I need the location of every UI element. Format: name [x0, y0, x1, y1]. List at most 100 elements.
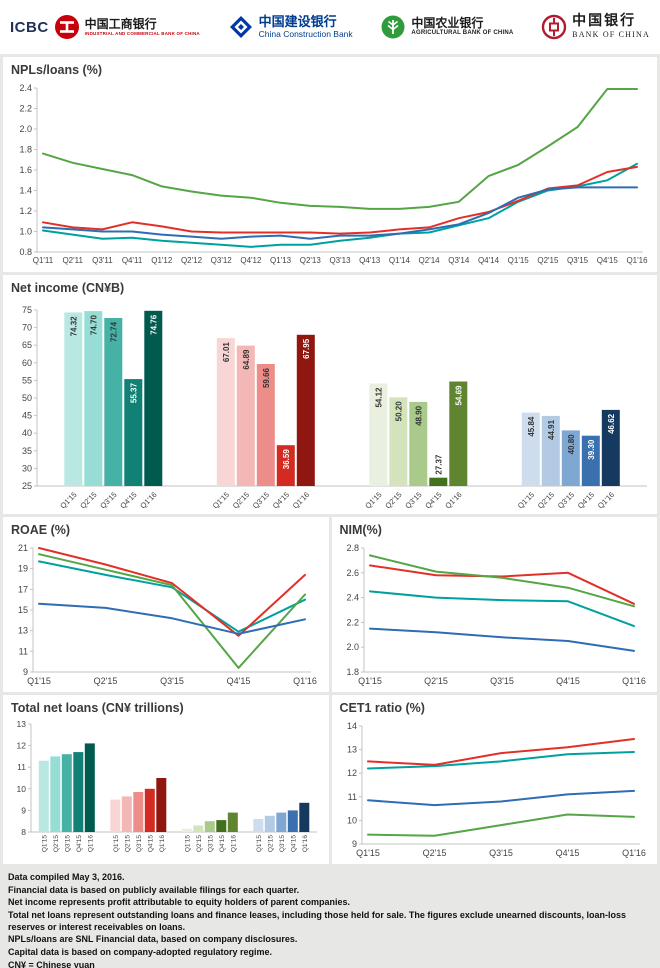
- svg-text:2.2: 2.2: [19, 104, 32, 114]
- svg-text:50.20: 50.20: [394, 401, 403, 422]
- svg-text:Q1'16: Q1'16: [291, 490, 311, 510]
- bank-logo-header: ICBC 中国工商银行 INDUSTRIAL AND COMMERCIAL BA…: [0, 0, 660, 54]
- svg-text:Q1'15: Q1'15: [356, 848, 380, 858]
- icbc-wordmark: ICBC: [10, 18, 49, 36]
- svg-text:Q4'15: Q4'15: [576, 490, 596, 510]
- svg-text:Q1'16: Q1'16: [443, 490, 463, 510]
- svg-text:Q1'16: Q1'16: [159, 835, 166, 853]
- svg-text:14: 14: [346, 721, 356, 731]
- boc-chinese-name: 中国银行: [572, 14, 637, 30]
- svg-text:39.30: 39.30: [587, 439, 596, 460]
- svg-text:Q1'14: Q1'14: [389, 256, 411, 265]
- svg-text:10: 10: [17, 784, 27, 794]
- svg-text:44.91: 44.91: [547, 419, 556, 440]
- svg-text:50: 50: [22, 393, 32, 403]
- svg-text:35: 35: [22, 446, 32, 456]
- svg-text:Q4'11: Q4'11: [122, 256, 143, 265]
- svg-text:Q3'15: Q3'15: [64, 835, 71, 853]
- svg-text:Q3'15: Q3'15: [160, 676, 184, 686]
- abc-logo-icon: [381, 15, 405, 39]
- svg-text:Q3'15: Q3'15: [567, 256, 589, 265]
- svg-text:Q1'16: Q1'16: [230, 835, 237, 853]
- svg-text:Q1'15: Q1'15: [27, 676, 51, 686]
- svg-text:46.62: 46.62: [607, 413, 616, 434]
- svg-text:Q3'15: Q3'15: [489, 848, 513, 858]
- svg-text:Q1'15: Q1'15: [256, 835, 263, 853]
- svg-text:Q1'15: Q1'15: [363, 490, 383, 510]
- loans-bar-chart: 8 9 10 11 12 13 Q1'15 Q2'15 Q3'15 Q4'15 Q1'16 Q1'15…: [17, 719, 317, 853]
- svg-text:Q2'15: Q2'15: [94, 676, 118, 686]
- net-income-panel: Net income (CN¥B) 25 30 35 40 45 50 55 60 65 70 75…: [3, 275, 657, 514]
- svg-text:60: 60: [22, 358, 32, 368]
- ccb-logo-icon: [229, 16, 252, 38]
- svg-text:54.69: 54.69: [454, 385, 463, 406]
- nim-chart-title: NIM(%): [339, 523, 382, 537]
- bottom-chart-row: Total net loans (CN¥ trillions) 8 9 10 11 12…: [3, 695, 657, 864]
- svg-text:9: 9: [351, 839, 356, 849]
- abc-english-name: AGRICULTURAL BANK OF CHINA: [411, 30, 514, 37]
- loans-chart-title: Total net loans (CN¥ trillions): [11, 701, 184, 715]
- svg-text:Q3'12: Q3'12: [211, 256, 233, 265]
- footer-note-line: Net income represents profit attributabl…: [8, 897, 351, 908]
- total-net-loans-panel: Total net loans (CN¥ trillions) 8 9 10 11 12…: [3, 695, 329, 864]
- svg-text:11: 11: [19, 646, 28, 656]
- svg-text:Q4'15: Q4'15: [597, 256, 619, 265]
- bank-logo-abc: 中国农业银行 AGRICULTURAL BANK OF CHINA: [380, 14, 513, 40]
- svg-text:74.76: 74.76: [149, 314, 158, 335]
- svg-text:Q1'15: Q1'15: [211, 490, 231, 510]
- svg-text:13: 13: [18, 626, 28, 636]
- footer-note-line: Data compiled May 3, 2016.: [8, 872, 125, 882]
- svg-text:Q1'11: Q1'11: [33, 256, 54, 265]
- svg-text:Q1'16: Q1'16: [626, 256, 648, 265]
- svg-text:Q1'16: Q1'16: [138, 490, 158, 510]
- svg-text:Q2'15: Q2'15: [78, 490, 98, 510]
- svg-text:1.8: 1.8: [346, 667, 359, 677]
- icbc-chinese-name: 中国工商银行: [84, 16, 157, 31]
- svg-text:74.32: 74.32: [69, 316, 78, 337]
- svg-text:Q2'15: Q2'15: [196, 835, 203, 853]
- footer-note-line: CN¥ = Chinese yuan: [8, 959, 95, 968]
- svg-text:75: 75: [22, 305, 32, 315]
- svg-text:Q2'13: Q2'13: [300, 256, 322, 265]
- roae-panel: ROAE (%) 9 11 13 15 17 19 21 Q1'15 Q2'15 Q3'15 Q4'…: [3, 517, 329, 692]
- svg-text:Q1'15: Q1'15: [358, 676, 382, 686]
- svg-text:36.59: 36.59: [282, 449, 291, 470]
- svg-text:Q2'15: Q2'15: [383, 490, 403, 510]
- svg-text:19: 19: [18, 564, 28, 574]
- svg-text:Q1'15: Q1'15: [516, 490, 536, 510]
- svg-text:Q1'15: Q1'15: [184, 835, 191, 853]
- svg-text:2.2: 2.2: [346, 617, 359, 627]
- svg-text:Q2'15: Q2'15: [422, 848, 446, 858]
- svg-text:1.4: 1.4: [19, 186, 32, 196]
- svg-text:Q1'15: Q1'15: [113, 835, 120, 853]
- svg-text:55.37: 55.37: [129, 383, 138, 404]
- svg-text:Q2'12: Q2'12: [181, 256, 203, 265]
- svg-text:Q2'15: Q2'15: [267, 835, 274, 853]
- svg-text:Q2'14: Q2'14: [419, 256, 441, 265]
- svg-text:Q4'15: Q4'15: [423, 490, 443, 510]
- npl-ratio-panel: NPLs/loans (%) 0.8 1.0 1.2 1.4 1.6 1.8 2.0 2.2 2…: [3, 57, 657, 272]
- svg-text:1.8: 1.8: [19, 145, 32, 155]
- svg-text:17: 17: [18, 584, 28, 594]
- svg-text:11: 11: [17, 762, 26, 772]
- nim-line-chart: 1.8 2.0 2.2 2.4 2.6 2.8 Q1'15 Q2'15 Q3'15 Q4'15 Q1…: [346, 543, 646, 686]
- net-income-chart-title: Net income (CN¥B): [11, 281, 125, 295]
- svg-text:Q1'15: Q1'15: [508, 256, 530, 265]
- svg-text:Q3'15: Q3'15: [98, 490, 118, 510]
- svg-text:Q2'11: Q2'11: [62, 256, 83, 265]
- svg-text:Q1'16: Q1'16: [622, 676, 646, 686]
- npl-chart-title: NPLs/loans (%): [11, 63, 102, 77]
- cet1-line-chart: 9 10 11 12 13 14 Q1'15 Q2'15 Q3'15 Q4'15 Q1'16: [346, 721, 645, 858]
- svg-text:74.70: 74.70: [89, 315, 98, 336]
- svg-text:2.0: 2.0: [19, 124, 32, 134]
- svg-text:Q4'13: Q4'13: [359, 256, 381, 265]
- svg-text:48.90: 48.90: [414, 405, 423, 426]
- footer-note-line: Total net loans represent outstanding lo…: [8, 910, 626, 932]
- footer-note-line: Financial data is based on publicly avai…: [8, 884, 300, 895]
- svg-text:2.0: 2.0: [346, 642, 359, 652]
- svg-text:Q4'15: Q4'15: [556, 676, 580, 686]
- svg-text:Q3'14: Q3'14: [448, 256, 470, 265]
- svg-text:45.84: 45.84: [527, 416, 536, 437]
- svg-text:Q1'15: Q1'15: [58, 490, 78, 510]
- svg-text:Q2'15: Q2'15: [231, 490, 251, 510]
